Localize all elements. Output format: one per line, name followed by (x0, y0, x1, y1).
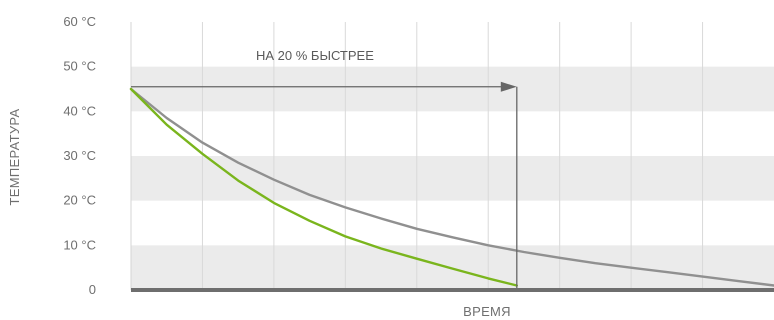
y-tick-labels: 0 10 °C 20 °C 30 °C 40 °C 50 °C 60 °C (63, 14, 96, 297)
vertical-gridlines (130, 22, 704, 290)
y-tick-label: 40 °C (63, 103, 96, 118)
y-tick-label: 30 °C (63, 148, 96, 163)
y-tick-label: 50 °C (63, 59, 96, 74)
annotation-arrow-head (500, 81, 517, 92)
band-40-50 (131, 66, 774, 112)
x-axis-title: ВРЕМЯ (463, 304, 511, 319)
series-line-2 (129, 87, 518, 287)
y-tick-label: 20 °C (63, 193, 96, 208)
annotation-label: НА 20 % БЫСТРЕЕ (256, 48, 374, 63)
y-tick-label: 10 °C (63, 237, 96, 252)
series-line-1 (129, 87, 774, 287)
series-lines (129, 87, 774, 287)
background-bands (131, 66, 774, 290)
y-tick-label: 0 (89, 282, 96, 297)
annotation: НА 20 % БЫСТРЕЕ (131, 48, 518, 290)
y-tick-label: 60 °C (63, 14, 96, 29)
band-20-30 (131, 156, 774, 201)
y-axis-title: ТЕМПЕРАТУРА (7, 109, 22, 206)
